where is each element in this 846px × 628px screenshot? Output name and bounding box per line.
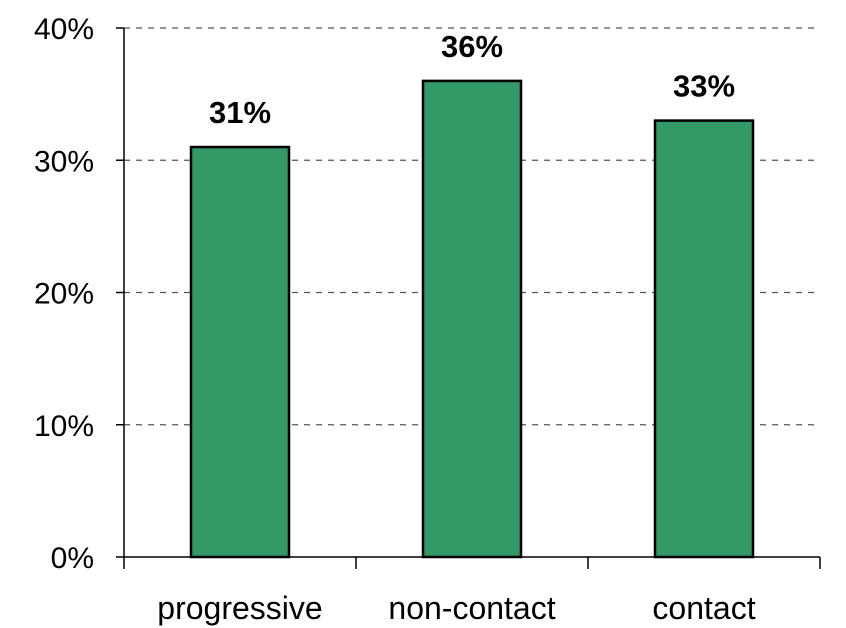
y-tick-label: 10% [34,410,94,443]
data-labels: 31% 36% 33% [209,29,735,130]
category-label-contact: contact [652,590,755,626]
data-label-contact: 33% [673,69,735,104]
category-labels: progressive non-contact contact [157,590,755,626]
bar-contact [653,119,755,559]
y-tick-label: 30% [34,145,94,178]
bars [189,79,755,559]
data-label-progressive: 31% [209,95,271,130]
category-label-non-contact: non-contact [388,590,555,626]
bar-non-contact [421,79,523,559]
axes [116,27,821,569]
y-tick-label: 40% [34,13,94,46]
y-tick-label: 20% [34,278,94,311]
bar-progressive [189,145,291,559]
y-tick-label: 0% [51,542,94,575]
data-label-non-contact: 36% [441,29,503,64]
category-label-progressive: progressive [157,590,322,626]
y-tick-labels: 0% 10% 20% 30% 40% [34,13,94,575]
